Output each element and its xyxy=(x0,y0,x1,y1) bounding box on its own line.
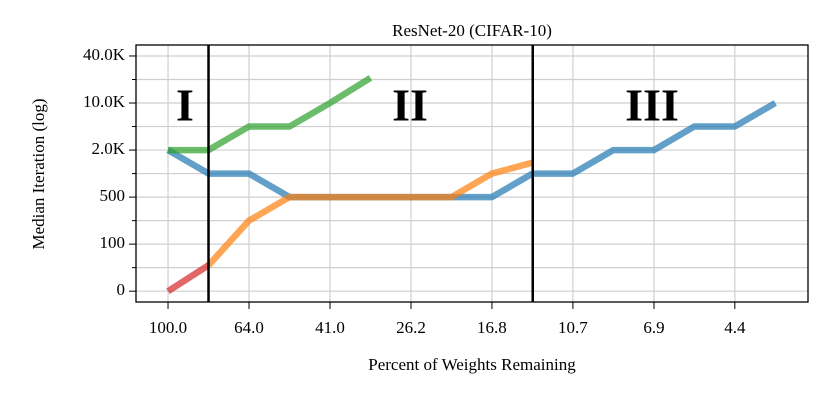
region-label: I xyxy=(176,80,194,131)
y-tick-label: 100 xyxy=(100,233,126,252)
y-tick-label: 0 xyxy=(117,280,126,299)
region-label: III xyxy=(625,80,679,131)
y-tick-label: 40.0K xyxy=(83,45,126,64)
x-tick-label: 16.8 xyxy=(477,318,507,337)
y-tick-label: 2.0K xyxy=(91,139,125,158)
region-label: II xyxy=(392,80,428,131)
x-tick-label: 26.2 xyxy=(396,318,426,337)
series-line xyxy=(166,100,777,201)
series-line xyxy=(168,75,373,154)
y-tick-label: 10.0K xyxy=(83,92,126,111)
x-tick-label: 6.9 xyxy=(643,318,664,337)
series-line xyxy=(166,262,211,294)
x-tick-label: 4.4 xyxy=(724,318,746,337)
chart-title: ResNet-20 (CIFAR-10) xyxy=(392,21,552,40)
series-line xyxy=(206,159,534,268)
x-axis-label: Percent of Weights Remaining xyxy=(368,355,576,374)
x-tick-label: 10.7 xyxy=(558,318,588,337)
plot-frame xyxy=(135,44,809,303)
x-tick-label: 41.0 xyxy=(315,318,345,337)
x-tick-label: 64.0 xyxy=(234,318,264,337)
y-tick-label: 500 xyxy=(100,186,126,205)
x-tick-label: 100.0 xyxy=(149,318,187,337)
y-axis-label: Median Iteration (log) xyxy=(29,98,48,249)
